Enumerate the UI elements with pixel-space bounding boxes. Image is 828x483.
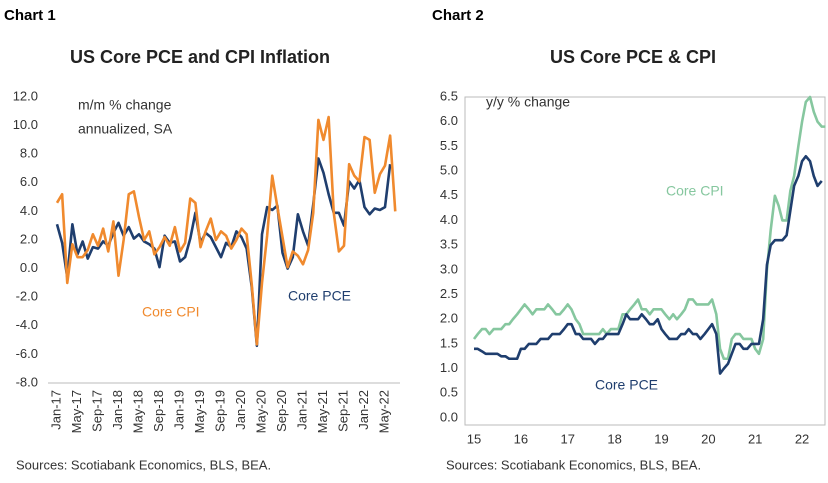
x-tick-label: Jan-22 [356,390,371,430]
y-tick-label: 2.0 [440,311,458,326]
y-tick-label: 2.0 [20,231,38,246]
y-tick-label: 3.5 [440,237,458,252]
y-tick-label: 0.0 [20,260,38,275]
y-tick-label: 4.0 [20,203,38,218]
axis-note: y/y % change [486,94,570,110]
x-tick-label: 21 [748,431,762,446]
series-line [474,154,823,375]
y-tick-label: -2.0 [16,289,38,304]
x-tick-label: Jan-19 [171,390,186,430]
y-tick-label: 2.5 [440,286,458,301]
chart-label: Chart 2 [432,7,484,24]
chart-label: Chart 1 [4,7,56,24]
series-line [472,95,826,361]
x-tick-label: 19 [654,431,668,446]
x-tick-label: 18 [607,431,621,446]
x-tick-label: Jan-20 [233,390,248,430]
x-tick-label: May-21 [315,390,330,433]
x-tick-label: Sep-21 [335,390,350,432]
source: Sources: Scotiabank Economics, BLS, BEA. [446,457,701,472]
x-tick-label: May-22 [376,390,391,433]
x-tick-label: Sep-18 [151,390,166,432]
y-tick-label: 1.0 [440,360,458,375]
x-tick-label: 17 [560,431,574,446]
x-tick-label: 20 [701,431,715,446]
y-tick-label: -4.0 [16,317,38,332]
y-tick-label: 4.5 [440,187,458,202]
y-tick-label: 3.0 [440,261,458,276]
y-tick-label: 5.0 [440,163,458,178]
y-tick-label: 8.0 [20,146,38,161]
y-tick-label: -6.0 [16,346,38,361]
y-tick-label: 4.0 [440,212,458,227]
x-tick-label: Jan-17 [48,390,63,430]
x-tick-label: May-20 [253,390,268,433]
axis-note: m/m % change [78,97,172,113]
series-line [55,157,392,348]
y-tick-label: 12.0 [13,88,38,103]
x-tick-label: Sep-19 [212,390,227,432]
source: Sources: Scotiabank Economics, BLS, BEA. [16,457,271,472]
x-tick-label: 22 [795,431,809,446]
series-label: Core PCE [288,288,351,304]
y-tick-label: 6.0 [440,113,458,128]
y-tick-label: 6.0 [20,174,38,189]
y-tick-label: 5.5 [440,138,458,153]
y-tick-label: 0.5 [440,385,458,400]
y-tick-label: 10.0 [13,117,38,132]
y-tick-label: 6.5 [440,88,458,103]
x-tick-label: Sep-20 [274,390,289,432]
series-label: Core CPI [142,304,200,320]
x-tick-label: Jan-18 [110,390,125,430]
series-label: Core PCE [595,377,658,393]
x-tick-label: 16 [514,431,528,446]
x-tick-label: 15 [467,431,481,446]
y-tick-label: 0.0 [440,409,458,424]
axis-note: annualized, SA [78,121,173,137]
y-tick-label: -8.0 [16,374,38,389]
x-tick-label: May-18 [130,390,145,433]
chart-title: US Core PCE & CPI [550,47,716,67]
plot-frame [464,96,826,426]
x-tick-label: May-19 [192,390,207,433]
series-label: Core CPI [666,183,724,199]
x-tick-label: May-17 [69,390,84,433]
x-tick-label: Sep-17 [89,390,104,432]
x-tick-label: Jan-21 [294,390,309,430]
y-tick-label: 1.5 [440,335,458,350]
series-line [55,115,397,346]
chart-title: US Core PCE and CPI Inflation [70,47,330,67]
